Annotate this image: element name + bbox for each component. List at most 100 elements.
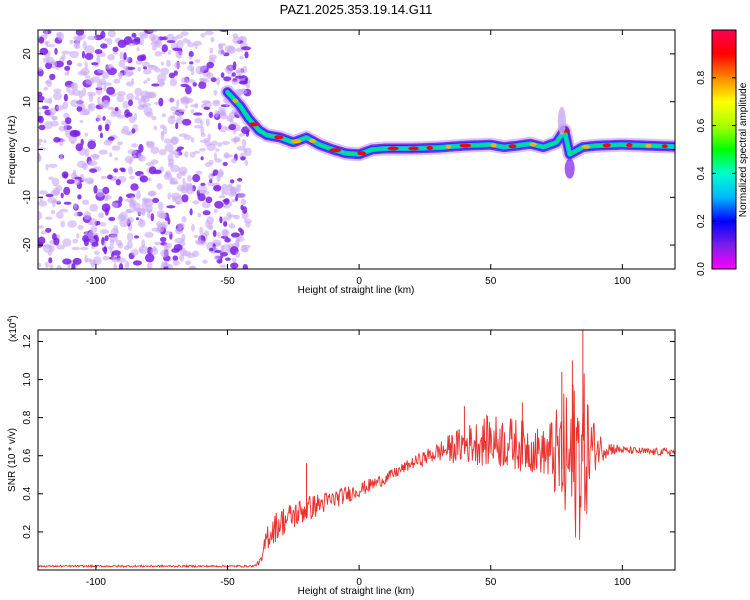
noise-blob [230,118,234,125]
noise-blob [170,136,180,145]
noise-blob [38,67,43,72]
noise-blob [71,246,80,251]
noise-blob [245,221,251,228]
noise-blob [102,82,112,86]
noise-blob [210,36,215,43]
snr-multiplier-exponent: 4 [7,319,14,323]
noise-blob [72,238,79,244]
noise-blob [116,257,127,264]
noise-blob [74,176,82,180]
noise-blob [168,158,175,166]
noise-blob [241,46,251,51]
noise-blob [225,257,231,261]
noise-blob [41,105,49,110]
noise-blob [213,184,222,192]
noise-blob [192,174,201,183]
noise-blob [163,242,173,249]
noise-blob [168,264,174,269]
noise-blob [53,88,62,94]
colorbar-label: Normalized spectral amplitude [738,82,749,217]
noise-blob [99,229,110,235]
noise-blob [162,125,168,135]
spectrogram-x-tick-label: -100 [86,276,106,287]
noise-blob [96,80,103,90]
noise-blob [202,259,208,264]
noise-blob [143,66,147,70]
noise-blob [182,250,192,257]
noise-blob [190,104,199,108]
noise-blob [175,227,184,235]
ridge-hotspot [508,144,517,149]
noise-blob [66,85,71,93]
spectrogram-ridge [220,85,675,179]
noise-blob [139,175,149,183]
snr-y-tick-label: 1.0 [22,372,33,386]
snr-y-tick-label: 0.2 [22,525,33,539]
noise-blob [197,185,208,193]
noise-blob [231,158,237,164]
noise-blob [131,249,139,256]
noise-blob [181,216,187,223]
noise-blob [113,78,121,84]
snr-x-tick-label: -100 [86,577,106,588]
noise-blob [133,112,138,121]
spectrogram-y-tick-label: -10 [22,190,33,205]
noise-blob [89,218,97,226]
noise-blob [151,45,157,51]
noise-blob [219,252,228,257]
noise-blob [185,85,192,95]
noise-blob [61,50,71,55]
noise-blob [195,170,203,175]
noise-blob [137,152,143,161]
colorbar: 0.0 0.2 0.4 0.6 0.8 Normalized spectral ampl… [696,29,749,276]
noise-blob [101,203,111,212]
snr-series [38,330,675,569]
noise-blob [132,260,142,266]
noise-blob [223,76,232,82]
noise-blob [53,91,62,101]
noise-blob [38,236,46,245]
noise-blob [124,260,130,269]
noise-blob [151,35,160,44]
noise-blob [85,78,95,85]
noise-blob [219,30,229,33]
noise-blob [48,257,53,264]
noise-blob [206,61,214,69]
ridge-hotspot [445,144,452,149]
noise-blob [231,199,236,203]
noise-blob [146,77,151,82]
noise-blob [175,49,183,59]
noise-blob [189,61,194,65]
noise-blob [236,67,243,76]
noise-blob [174,152,181,159]
noise-blob [148,64,158,71]
noise-blob [84,75,91,79]
noise-blob [217,232,221,238]
noise-blob [128,43,137,47]
noise-blob [166,59,171,68]
colorbar-tick-label: 0.2 [696,214,707,228]
noise-blob [236,146,246,151]
noise-blob [63,186,71,196]
noise-blob [46,44,56,48]
ridge-hotspot [329,148,342,153]
noise-blob [223,198,230,205]
noise-blob [241,138,247,148]
noise-blob [81,87,87,97]
noise-blob [120,168,126,173]
noise-blob [147,191,156,197]
noise-blob [164,260,168,268]
noise-blob [84,45,95,54]
disturbance-blob [564,158,575,179]
noise-blob [65,117,72,125]
noise-blob [44,98,52,104]
noise-blob [53,237,60,246]
noise-blob [230,179,235,184]
spectrogram-x-tick-label: 50 [485,276,497,287]
noise-blob [84,177,95,185]
noise-blob [237,192,247,199]
noise-blob [233,136,241,142]
noise-blob [174,61,181,69]
noise-blob [163,266,169,269]
noise-blob [97,96,101,106]
